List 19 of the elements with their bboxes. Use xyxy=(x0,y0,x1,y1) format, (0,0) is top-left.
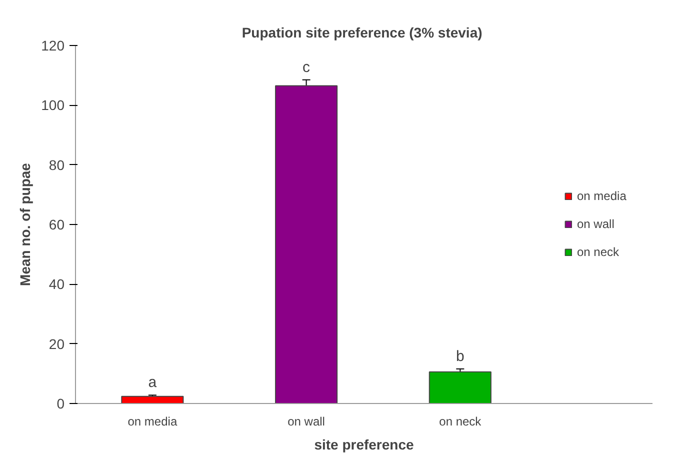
y-tick-label: 0 xyxy=(56,396,65,412)
y-tick-label: 40 xyxy=(48,276,65,292)
y-tick-label: 60 xyxy=(48,216,65,232)
y-tick-label: 120 xyxy=(41,38,65,54)
legend-label: on wall xyxy=(577,217,616,231)
annotation: c xyxy=(302,58,311,76)
y-tick-label: 100 xyxy=(41,97,65,114)
legend-label: on neck xyxy=(577,245,620,259)
x-tick-label: on wall xyxy=(288,414,325,428)
annotation: b xyxy=(456,348,464,365)
annotation: a xyxy=(148,374,158,392)
x-tick-label: on neck xyxy=(439,414,482,428)
chart-title: Pupation site preference (3% stevia) xyxy=(242,24,482,40)
y-tick-label: 80 xyxy=(48,156,65,173)
y-axis-title: Mean no. of pupae xyxy=(17,162,34,286)
x-axis-title: site preference xyxy=(314,436,414,452)
y-tick-label: 20 xyxy=(48,336,65,352)
x-tick-label: on media xyxy=(128,414,178,428)
legend-label: on media xyxy=(577,189,628,203)
